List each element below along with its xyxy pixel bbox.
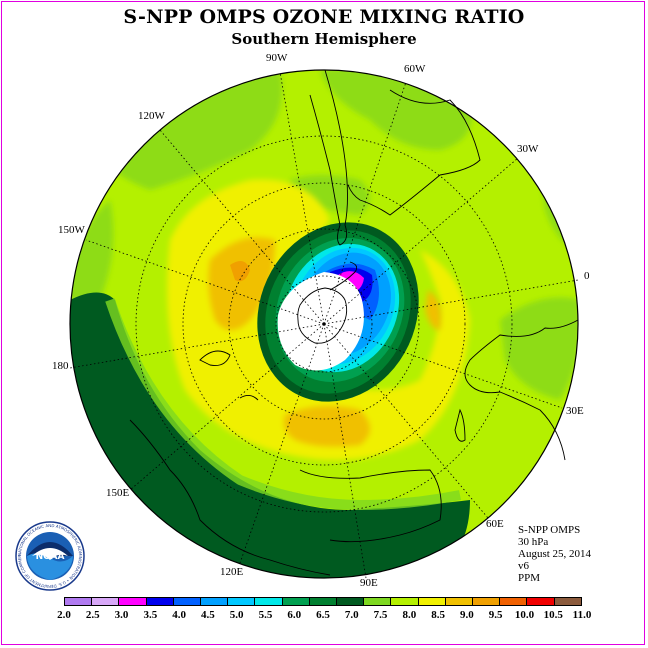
colorbar-tick-label: 2.0 [57,609,71,621]
colorbar-swatch [310,598,337,605]
colorbar-tick-label: 6.0 [287,609,301,621]
lon-label-30e: 30E [566,405,584,417]
lon-label-180: 180 [52,360,69,372]
info-instrument: S-NPP OMPS [518,524,591,536]
colorbar-swatch [527,598,554,605]
colorbar-tick-label: 7.5 [374,609,388,621]
lon-label-0: 0 [584,270,590,282]
colorbar-swatch [255,598,282,605]
info-units: PPM [518,572,591,584]
colorbar-tick-label: 5.5 [259,609,273,621]
lon-label-150e: 150E [106,487,129,499]
colorbar-swatch [391,598,418,605]
info-version: v6 [518,560,591,572]
colorbar-swatch [228,598,255,605]
colorbar-swatch [446,598,473,605]
colorbar-swatch [174,598,201,605]
colorbar-tick-label: 9.5 [489,609,503,621]
colorbar [64,597,582,606]
colorbar-swatch [419,598,446,605]
lon-label-150w: 150W [58,224,85,236]
colorbar-tick-label: 3.5 [143,609,157,621]
info-date: August 25, 2014 [518,548,591,560]
lon-label-60w: 60W [404,63,425,75]
colorbar-swatch [283,598,310,605]
lon-label-90e: 90E [360,577,378,589]
colorbar-swatch [201,598,228,605]
colorbar-tick-label: 2.5 [86,609,100,621]
noaa-logo-icon: NOAA NATIONAL OCEANIC AND ATMOSPHERIC AD… [14,520,86,592]
colorbar-tick-label: 10.5 [544,609,563,621]
colorbar-tick-label: 9.0 [460,609,474,621]
colorbar-tick-label: 4.0 [172,609,186,621]
colorbar-tick-label: 4.5 [201,609,215,621]
colorbar-swatch [147,598,174,605]
lon-label-120e: 120E [220,566,243,578]
colorbar-swatch [555,598,581,605]
colorbar-tick-label: 8.0 [402,609,416,621]
colorbar-tick-label: 8.5 [431,609,445,621]
colorbar-swatch [364,598,391,605]
lon-label-120w: 120W [138,110,165,122]
colorbar-swatch [500,598,527,605]
colorbar-tick-label: 10.0 [515,609,534,621]
lon-label-30w: 30W [517,143,538,155]
colorbar-swatch [119,598,146,605]
colorbar-tick-label: 11.0 [573,609,592,621]
colorbar-tick-label: 6.5 [316,609,330,621]
colorbar-swatch [337,598,364,605]
colorbar-tick-label: 7.0 [345,609,359,621]
south-pole-marker [322,322,326,326]
lon-label-90w: 90W [266,52,287,64]
colorbar-swatch [473,598,500,605]
logo-text: NOAA [36,552,65,562]
colorbar-swatch [92,598,119,605]
ozone-field [60,68,581,581]
colorbar-tick-label: 5.0 [230,609,244,621]
lon-label-60e: 60E [486,518,504,530]
info-block: S-NPP OMPS 30 hPa August 25, 2014 v6 PPM [518,524,591,584]
colorbar-tick-label: 3.0 [115,609,129,621]
info-level: 30 hPa [518,536,591,548]
colorbar-swatch [65,598,92,605]
